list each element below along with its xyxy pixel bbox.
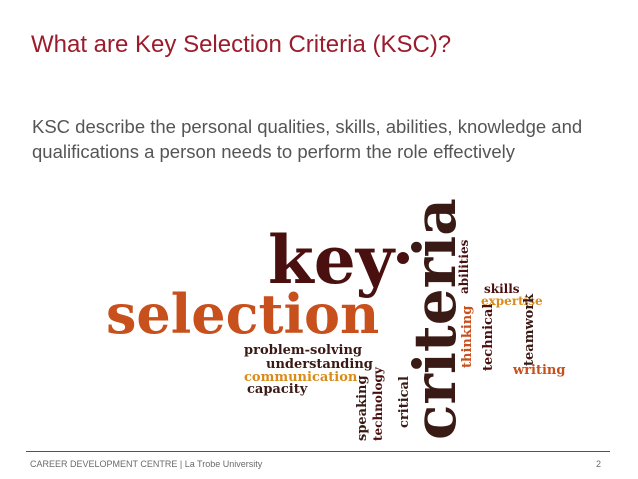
footer-divider	[26, 451, 610, 452]
slide-title: What are Key Selection Criteria (KSC)?	[31, 31, 452, 58]
word-capacity: capacity	[247, 382, 308, 397]
word-criteria: criteria	[401, 198, 469, 440]
word-problem-solving: problem-solving	[244, 343, 362, 358]
word-abilities: abilities	[457, 239, 471, 294]
word-communication: communication	[244, 370, 358, 385]
word-expertise: expertise	[481, 294, 543, 308]
word-technology: technology	[371, 366, 385, 441]
word-selection: selection	[106, 282, 379, 346]
word-key: key	[268, 221, 396, 299]
word-teamwork: teamwork	[522, 293, 537, 366]
page-number: 2	[596, 459, 602, 469]
word-critical: critical	[397, 376, 412, 428]
slide-body-text: KSC describe the personal qualities, ski…	[32, 116, 583, 162]
word-skills: skills	[484, 282, 520, 296]
word-dot	[397, 252, 409, 264]
word-understanding: understanding	[266, 357, 373, 372]
footer-text: CAREER DEVELOPMENT CENTRE | La Trobe Uni…	[30, 459, 263, 469]
word-speaking: speaking	[355, 375, 370, 441]
word-technical: technical	[481, 304, 496, 371]
word-thinking: thinking	[460, 306, 475, 368]
word-writing: writing	[512, 363, 565, 378]
